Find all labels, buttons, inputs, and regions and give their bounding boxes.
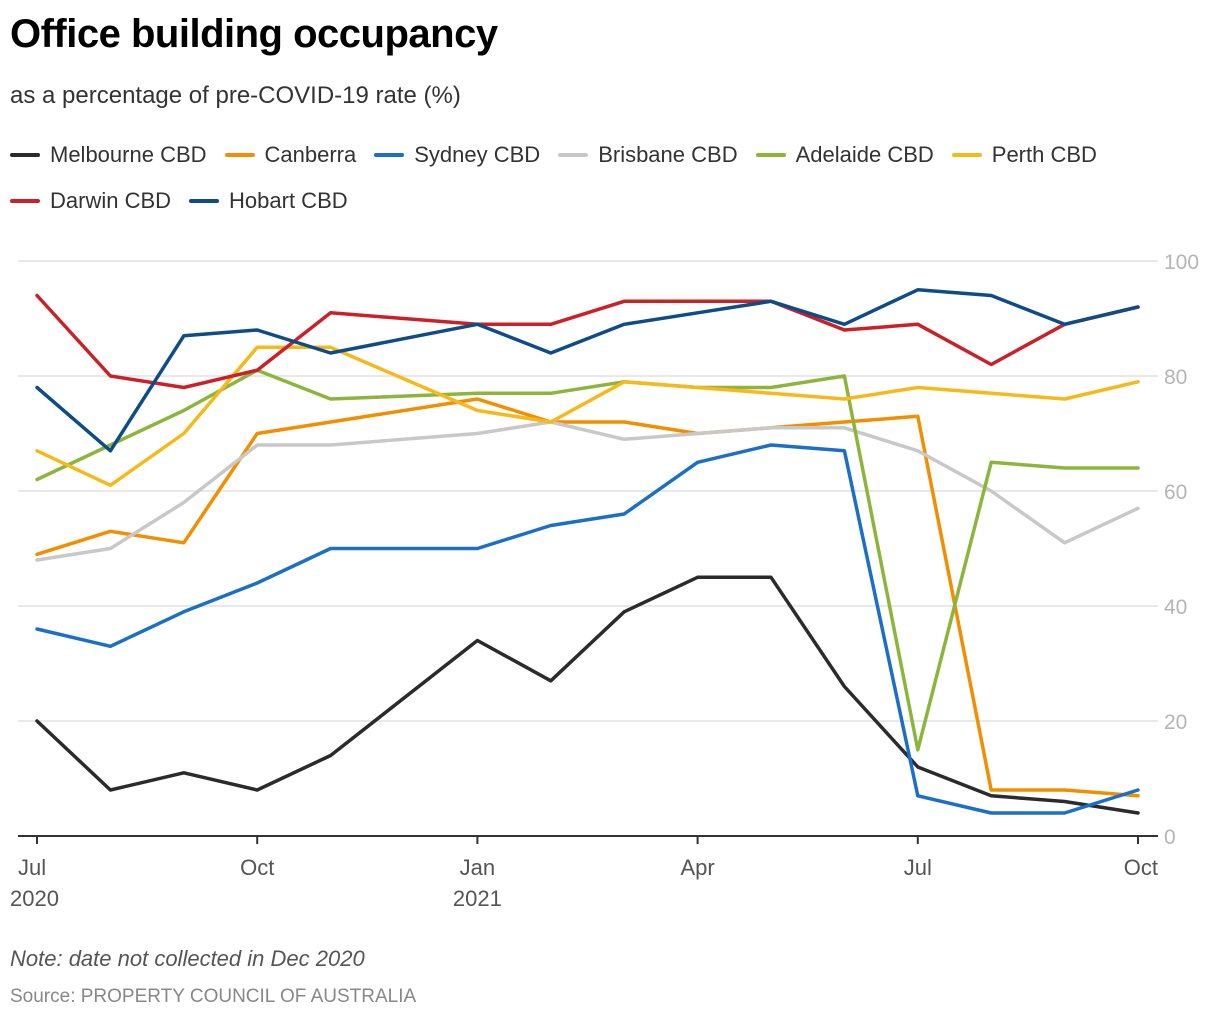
legend-item: Adelaide CBD xyxy=(755,140,934,170)
y-tick-label: 100 xyxy=(1164,251,1199,274)
legend-swatch xyxy=(755,153,786,157)
x-tick-label: Jul xyxy=(18,855,46,880)
legend-item: Darwin CBD xyxy=(10,186,171,216)
legend-label: Brisbane CBD xyxy=(598,142,738,167)
legend-swatch xyxy=(189,199,220,203)
legend-item: Canberra xyxy=(224,140,357,170)
x-tick-label: Jan xyxy=(460,855,495,880)
chart-subtitle: as a percentage of pre-COVID-19 rate (%) xyxy=(10,82,461,109)
legend-item: Sydney CBD xyxy=(374,140,540,170)
legend-label: Adelaide CBD xyxy=(795,142,934,167)
legend-label: Darwin CBD xyxy=(50,188,172,213)
legend-swatch xyxy=(10,153,40,157)
chart-note: Note: date not collected in Dec 2020 xyxy=(10,946,365,971)
legend-item: Melbourne CBD xyxy=(10,140,207,170)
legend-label: Sydney CBD xyxy=(414,142,541,167)
y-tick-label: 60 xyxy=(1164,481,1187,504)
chart-source: Source: PROPERTY COUNCIL OF AUSTRALIA xyxy=(10,986,417,1007)
chart-title: Office building occupancy xyxy=(10,12,498,56)
y-tick-label: 0 xyxy=(1164,826,1176,849)
y-tick-label: 80 xyxy=(1164,366,1187,389)
legend-label: Perth CBD xyxy=(991,142,1097,167)
legend: Melbourne CBD Canberra Sydney CBD Brisbane … xyxy=(10,140,1190,216)
y-tick-label: 20 xyxy=(1164,711,1187,734)
series-line-hobart-cbd xyxy=(35,288,1140,453)
series-line-canberra xyxy=(35,397,1140,798)
series-line-sydney-cbd xyxy=(35,443,1140,815)
legend-item: Hobart CBD xyxy=(189,186,348,216)
x-tick-year-label: 2021 xyxy=(453,886,502,911)
series-line-perth-cbd xyxy=(35,345,1140,488)
legend-label: Canberra xyxy=(264,142,357,167)
line-chart: 0 20 40 60 80 100 Jul 2020 Oct Jan 2021 Apr Jul Oct xyxy=(10,251,1199,911)
legend-label: Melbourne CBD xyxy=(50,142,207,167)
x-axis-ticks: Jul 2020 Oct Jan 2021 Apr Jul Oct xyxy=(10,836,1158,911)
legend-swatch xyxy=(374,153,405,157)
x-tick-label: Apr xyxy=(680,855,714,880)
legend-item: Perth CBD xyxy=(951,140,1097,170)
series-lines xyxy=(35,288,1140,815)
legend-swatch xyxy=(558,153,589,157)
y-tick-label: 40 xyxy=(1164,596,1187,619)
grid-lines xyxy=(18,260,1158,837)
series-line-brisbane-cbd xyxy=(35,420,1140,562)
x-tick-label: Jul xyxy=(904,855,932,880)
series-line-melbourne-cbd xyxy=(35,575,1140,815)
legend-swatch xyxy=(951,153,982,157)
y-axis-ticks: 0 20 40 60 80 100 xyxy=(1164,251,1199,849)
x-tick-label: Oct xyxy=(240,855,274,880)
legend-swatch xyxy=(10,199,40,203)
x-tick-year-label: 2020 xyxy=(10,886,59,911)
x-tick-label: Oct xyxy=(1124,855,1158,880)
legend-swatch xyxy=(224,153,255,157)
legend-label: Hobart CBD xyxy=(229,188,348,213)
series-line-darwin-cbd xyxy=(35,293,1140,390)
legend-item: Brisbane CBD xyxy=(558,140,738,170)
